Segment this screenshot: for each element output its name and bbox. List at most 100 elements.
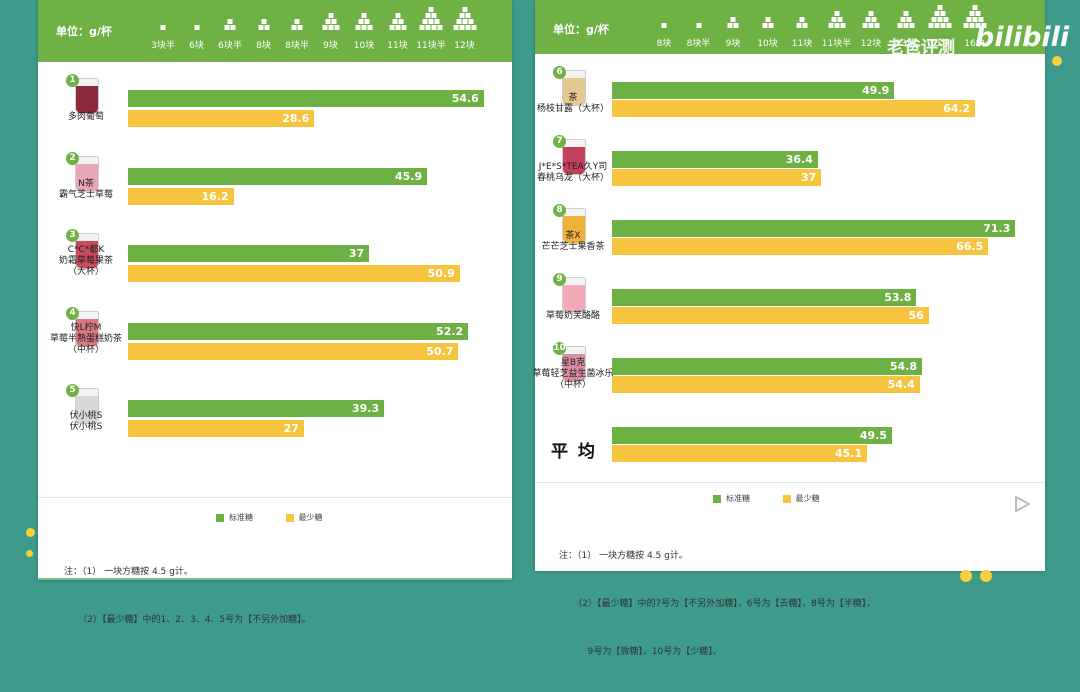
- drink-name-line: 霸气芝士草莓: [58, 189, 113, 200]
- rank-badge: 3: [66, 229, 79, 242]
- rank-badge: 6: [553, 66, 566, 79]
- rank-badge: 7: [553, 135, 566, 148]
- bar-standard-sugar: 71.3: [612, 220, 1016, 237]
- drink-cup-image: [562, 208, 586, 244]
- drink-name-line: 快L柠M: [70, 322, 102, 333]
- bar-low-sugar: 50.9: [128, 265, 460, 282]
- drink-cup-image: [562, 346, 586, 382]
- sugar-cube-icon: [224, 19, 236, 30]
- drink-name: C*C*都K 奶霜草莓果茶 （大杯）: [41, 245, 131, 278]
- scale-label: 13块: [895, 39, 916, 49]
- scale-item: 12块: [448, 4, 482, 51]
- note-line: 9号为【微糖】，10号为【少糖】。: [559, 647, 722, 657]
- sugar-cube-icon: [258, 19, 269, 30]
- drink-cup-image: [75, 233, 99, 269]
- bar-standard-sugar: 37: [128, 245, 370, 262]
- scale-label: 9块: [725, 39, 741, 49]
- scale-label: 11块半: [821, 39, 852, 49]
- bar-standard-sugar: 36.4: [612, 151, 818, 168]
- scale-item: 8块: [247, 4, 281, 51]
- drink-name-line: C*C*都K: [67, 245, 105, 255]
- drink-name-line: （中杯）: [67, 344, 104, 355]
- legend-standard-label: 标准糖: [726, 494, 750, 503]
- bar-low-sugar: 27: [128, 420, 304, 437]
- scale-label: 8块半: [686, 39, 711, 49]
- bar-low-sugar: 45.1: [612, 445, 868, 462]
- drink-name-line: （中杯）: [554, 380, 591, 390]
- bar-value-label: 54.4: [887, 378, 915, 391]
- scale-item: 8块: [647, 2, 681, 49]
- bar-value-label: 50.7: [426, 344, 454, 358]
- sugar-cube-icon: [419, 7, 443, 30]
- bar-standard-sugar: 52.2: [128, 322, 469, 340]
- drink-cup-image: [562, 139, 586, 175]
- drink-name-line: 草莓奶芙酪酪: [545, 311, 600, 321]
- bar-value-label: 66.5: [956, 240, 984, 253]
- scale-item: 10块: [751, 2, 785, 49]
- unit-label: 单位：g/杯: [56, 25, 112, 38]
- scale-label: 12块: [860, 39, 882, 49]
- bar-value-label: 49.9: [862, 84, 890, 97]
- rank-badge: 8: [553, 204, 566, 217]
- chart-header: 单位：g/杯 3块半 6块 6块半 8块 8块半 9块 10块 11块 11块半 12块: [38, 0, 512, 62]
- scale-label: 12块: [454, 41, 475, 51]
- drink-name-line: 杨枝甘露（大杯）: [536, 104, 609, 114]
- sugar-cube-icon: [727, 17, 739, 28]
- sugar-cube-icon: [389, 13, 406, 30]
- scale-item: 16块: [958, 2, 992, 49]
- bar-low-sugar: 28.6: [128, 110, 315, 127]
- chart-header: 单位：g/杯 8块 8块半 9块 10块 11块 11块半 12块 13块 15块 16块: [535, 0, 1045, 54]
- drink-name: 草莓奶芙酪酪: [528, 311, 618, 322]
- scale-item: 11块: [785, 2, 819, 49]
- watermark: 老爸评测: [887, 38, 955, 58]
- bar-value-label: 54.8: [889, 360, 918, 373]
- chart-panel-right: 单位：g/杯 8块 8块半 9块 10块 11块 11块半 12块 13块 15块 16块 6 茶杨…: [532, 0, 1045, 657]
- average-label: 平 均: [551, 442, 597, 462]
- drink-name: 多肉葡萄: [41, 112, 131, 123]
- bar-value-label: 49.5: [859, 429, 888, 442]
- drink-name-line: 茶: [568, 93, 578, 103]
- bar-value-label: 27: [283, 422, 299, 435]
- sugar-cube-icon: [355, 13, 373, 30]
- drink-name: 茶X 芒芒芝士果香茶: [528, 231, 618, 253]
- decor-dot: [960, 570, 972, 582]
- scale-label: 10块: [353, 41, 375, 51]
- rank-badge: 2: [66, 151, 79, 165]
- drink-name: 快L柠M 草莓半熟蛋糕奶茶 （中杯）: [41, 323, 131, 356]
- rank-badge: 10: [553, 342, 566, 355]
- sugar-cube-icon: [453, 7, 476, 30]
- bar-value-label: 64.2: [943, 102, 971, 115]
- drink-cup-image: [75, 388, 99, 424]
- bar-value-label: 50.9: [427, 267, 455, 280]
- legend-low-label: 最少糖: [298, 513, 323, 522]
- scale-label: 11块: [387, 41, 408, 51]
- sugar-cube-icon: [160, 25, 166, 30]
- sugar-cube-icon: [696, 23, 701, 28]
- drink-name: J*E*S*TEA久Y司 春桃乌龙（大杯）: [528, 162, 618, 184]
- scale-label: 15块: [929, 39, 951, 49]
- bar-low-sugar: 50.7: [128, 342, 459, 360]
- play-button[interactable]: [1003, 486, 1043, 522]
- scale-label: 11块: [791, 39, 813, 49]
- sugar-cube-icon: [762, 17, 773, 28]
- legend-low-label: 最少糖: [795, 494, 820, 503]
- bar-value-label: 16.2: [201, 189, 229, 203]
- bar-value-label: 37: [348, 247, 365, 260]
- rank-badge: 5: [66, 384, 79, 397]
- bar-standard-sugar: 53.8: [612, 289, 917, 306]
- divider: [535, 482, 1045, 483]
- scale-item: 11块半: [820, 2, 854, 49]
- scale-item: 6块: [180, 4, 214, 51]
- drink-name-line: 茶X: [565, 231, 581, 241]
- bar-value-label: 45.9: [395, 169, 423, 183]
- bar-value-label: 53.8: [884, 291, 912, 304]
- decor-dot: [1052, 56, 1062, 66]
- bar-value-label: 56: [908, 309, 924, 322]
- bar-value-label: 37: [801, 171, 817, 184]
- decor-dot: [980, 570, 992, 582]
- bar-value-label: 36.4: [785, 153, 813, 166]
- sugar-cube-icon: [828, 11, 845, 28]
- scale-label: 8块: [656, 39, 672, 49]
- bar-standard-sugar: 49.9: [612, 82, 895, 99]
- bar-standard-sugar: 54.6: [128, 90, 484, 107]
